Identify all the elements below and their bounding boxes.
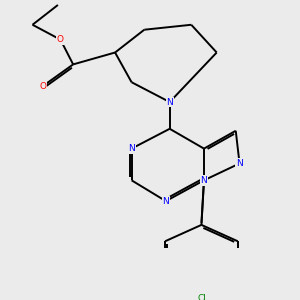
Text: N: N [236,159,243,168]
Text: Cl: Cl [197,295,206,300]
Text: N: N [163,196,169,206]
Text: N: N [128,144,135,153]
Text: N: N [166,98,173,106]
Text: O: O [57,35,64,44]
Text: N: N [201,176,207,185]
Text: O: O [39,82,46,91]
